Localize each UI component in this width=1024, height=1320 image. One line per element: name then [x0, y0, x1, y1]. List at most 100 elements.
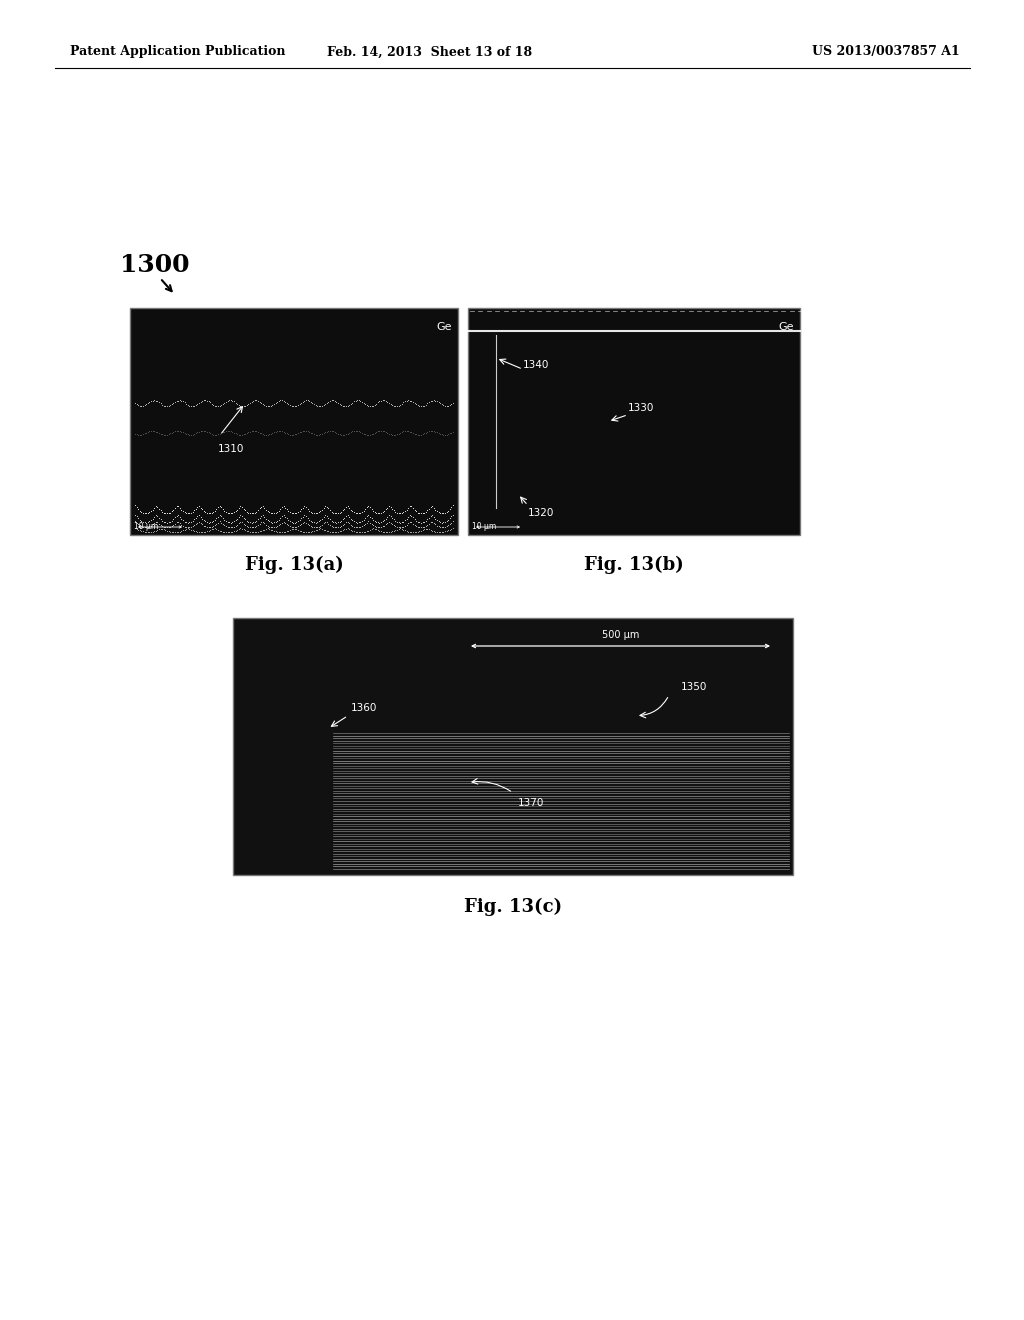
Point — [270, 510, 287, 531]
Point — [205, 511, 221, 532]
Point — [298, 389, 314, 411]
Point — [267, 421, 284, 442]
Point — [253, 512, 269, 533]
Point — [279, 513, 295, 535]
Point — [333, 395, 349, 416]
Point — [379, 507, 395, 528]
Point — [236, 396, 252, 417]
Point — [358, 512, 375, 533]
Point — [315, 498, 332, 519]
Point — [435, 521, 452, 543]
Point — [142, 515, 159, 536]
Point — [343, 499, 359, 520]
Point — [304, 521, 321, 543]
Point — [244, 391, 260, 412]
Point — [364, 396, 380, 417]
Point — [395, 519, 412, 540]
Point — [367, 519, 383, 540]
Point — [190, 421, 207, 442]
Point — [239, 520, 255, 541]
Point — [322, 521, 338, 543]
Point — [312, 424, 329, 445]
Point — [298, 496, 314, 517]
Point — [204, 516, 220, 537]
Point — [172, 513, 188, 535]
Point — [224, 503, 241, 524]
Point — [139, 516, 156, 537]
Point — [259, 510, 275, 531]
Point — [386, 424, 402, 445]
Point — [421, 519, 437, 540]
Point — [410, 395, 426, 416]
Point — [247, 502, 263, 523]
Point — [443, 496, 460, 517]
Point — [353, 516, 370, 537]
Point — [358, 520, 375, 541]
Point — [238, 396, 254, 417]
Point — [415, 503, 431, 524]
Point — [352, 511, 369, 532]
Point — [187, 395, 204, 416]
Point — [199, 503, 215, 524]
Point — [202, 392, 218, 413]
Point — [290, 502, 306, 523]
Point — [441, 508, 458, 529]
Point — [285, 424, 301, 445]
Point — [162, 502, 178, 523]
Point — [418, 511, 434, 532]
Point — [307, 517, 324, 539]
Point — [284, 519, 300, 540]
Point — [393, 503, 410, 524]
Point — [132, 500, 148, 521]
Point — [245, 391, 261, 412]
Point — [379, 392, 395, 413]
Point — [146, 389, 163, 411]
Point — [136, 503, 153, 524]
Point — [392, 395, 409, 416]
Point — [299, 499, 315, 520]
Point — [213, 496, 229, 517]
Point — [153, 517, 169, 539]
Point — [361, 424, 378, 445]
Point — [227, 520, 244, 541]
Point — [255, 496, 271, 517]
Text: Fig. 13(c): Fig. 13(c) — [464, 898, 562, 916]
Point — [321, 391, 337, 412]
Point — [287, 396, 303, 417]
Point — [273, 496, 290, 517]
Point — [167, 521, 183, 543]
Point — [383, 424, 399, 445]
Point — [292, 393, 308, 414]
Text: 1310: 1310 — [218, 445, 245, 454]
Point — [350, 512, 367, 533]
Point — [376, 521, 392, 543]
Point — [372, 520, 388, 541]
Point — [144, 508, 161, 529]
Point — [279, 508, 295, 529]
Point — [201, 391, 217, 412]
Point — [408, 500, 424, 521]
Point — [136, 512, 153, 533]
Point — [426, 498, 442, 519]
Point — [150, 496, 166, 517]
Point — [244, 503, 260, 524]
Point — [184, 511, 201, 532]
Point — [181, 395, 198, 416]
Point — [421, 513, 437, 535]
Point — [261, 396, 278, 417]
Point — [159, 424, 175, 445]
Point — [210, 519, 226, 540]
Point — [150, 506, 166, 527]
Point — [343, 508, 359, 529]
Point — [438, 520, 455, 541]
Point — [278, 391, 294, 412]
Point — [226, 520, 243, 541]
Point — [186, 520, 203, 541]
Point — [302, 511, 318, 532]
Point — [245, 521, 261, 543]
Point — [408, 424, 424, 445]
Point — [347, 420, 364, 441]
Point — [244, 517, 260, 539]
Point — [332, 511, 348, 532]
Point — [433, 424, 450, 445]
